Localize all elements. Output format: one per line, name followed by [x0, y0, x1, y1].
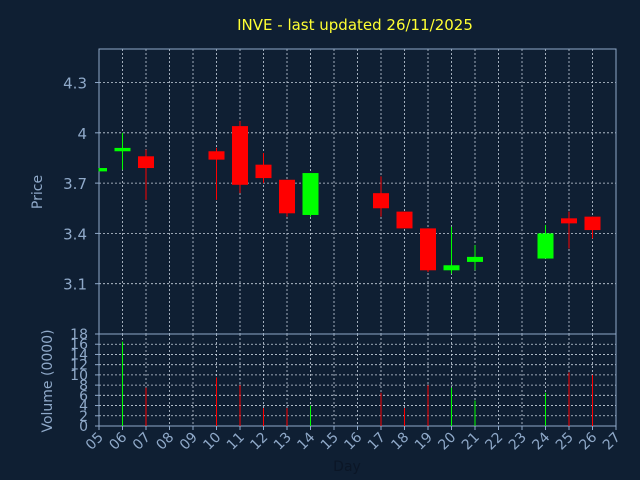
- candle-body: [114, 147, 131, 152]
- volume-tick-label: 6: [79, 388, 88, 404]
- chart-title: INVE - last updated 26/11/2025: [237, 16, 473, 34]
- candle-body: [138, 156, 154, 169]
- candle-body: [584, 216, 601, 231]
- volume-tick-label: 14: [70, 347, 88, 363]
- day-tick-label: 12: [247, 430, 271, 454]
- volume-tick-label: 16: [70, 337, 88, 353]
- day-tick-label: 20: [435, 430, 459, 454]
- day-tick-label: 27: [600, 430, 624, 454]
- volume-gridlines: [98, 333, 617, 427]
- candle-body: [537, 233, 554, 259]
- price-tick-label: 4: [77, 125, 87, 143]
- volume-tick-label: 10: [70, 368, 88, 384]
- day-tick-label: 18: [388, 430, 412, 454]
- price-tick-label: 3.7: [63, 175, 87, 193]
- volume-axis-title: Volume (0000): [40, 329, 56, 432]
- day-tick-label: 23: [506, 430, 530, 454]
- day-tick-label: 22: [482, 430, 506, 454]
- day-tick-label: 10: [200, 430, 224, 454]
- day-axis-title: Day: [333, 459, 361, 475]
- price-axis-title: Price: [30, 175, 46, 209]
- price-candles: [98, 121, 601, 274]
- day-tick-label: 11: [224, 430, 248, 454]
- candle-body: [255, 164, 272, 179]
- volume-tick-label: 2: [79, 409, 88, 425]
- price-panel-frame: [98, 48, 617, 335]
- day-tick-label: 25: [553, 430, 577, 454]
- candle-body: [232, 126, 248, 185]
- day-tick-label: 21: [459, 430, 483, 454]
- day-tick-label: 06: [106, 429, 130, 453]
- candle-body: [467, 256, 483, 262]
- day-tick-label: 15: [318, 430, 342, 454]
- volume-tick-label: 4: [79, 399, 88, 415]
- day-tick-label: 13: [271, 430, 295, 454]
- candle-body: [279, 179, 295, 214]
- volume-tick-label: 18: [70, 327, 88, 343]
- price-tick-label: 3.1: [63, 276, 87, 294]
- price-axis-ticks: 3.1 3.4 3.7 4 4.3: [63, 75, 99, 294]
- volume-tick-label: 8: [79, 378, 88, 394]
- day-tick-label: 19: [412, 430, 436, 454]
- candle-body: [302, 173, 319, 215]
- day-tick-label: 17: [365, 430, 389, 454]
- volume-tick-label: 12: [70, 358, 88, 374]
- candle-body: [99, 168, 107, 172]
- day-axis-ticks: 05 06 07 08 09 10 11 12 13 14 15 16 17 18 19 20 21 22 23 24…: [83, 426, 624, 453]
- candle-body: [420, 228, 436, 271]
- day-tick-label: 09: [177, 430, 201, 454]
- candle-body: [208, 151, 225, 160]
- volume-tick-label: 0: [79, 419, 88, 435]
- day-tick-label: 26: [576, 429, 600, 453]
- price-gridlines: [98, 49, 617, 334]
- day-tick-label: 16: [341, 429, 365, 453]
- candle-body: [373, 193, 389, 209]
- day-tick-label: 07: [130, 430, 154, 454]
- day-tick-label: 24: [529, 429, 553, 453]
- candle-body: [443, 265, 460, 271]
- candle-body: [561, 218, 577, 224]
- candle-body: [396, 211, 413, 229]
- price-tick-label: 3.4: [63, 225, 87, 243]
- price-tick-label: 4.3: [63, 75, 87, 93]
- day-tick-label: 08: [153, 430, 177, 454]
- day-tick-label: 14: [294, 429, 318, 453]
- volume-bars: [122, 341, 593, 426]
